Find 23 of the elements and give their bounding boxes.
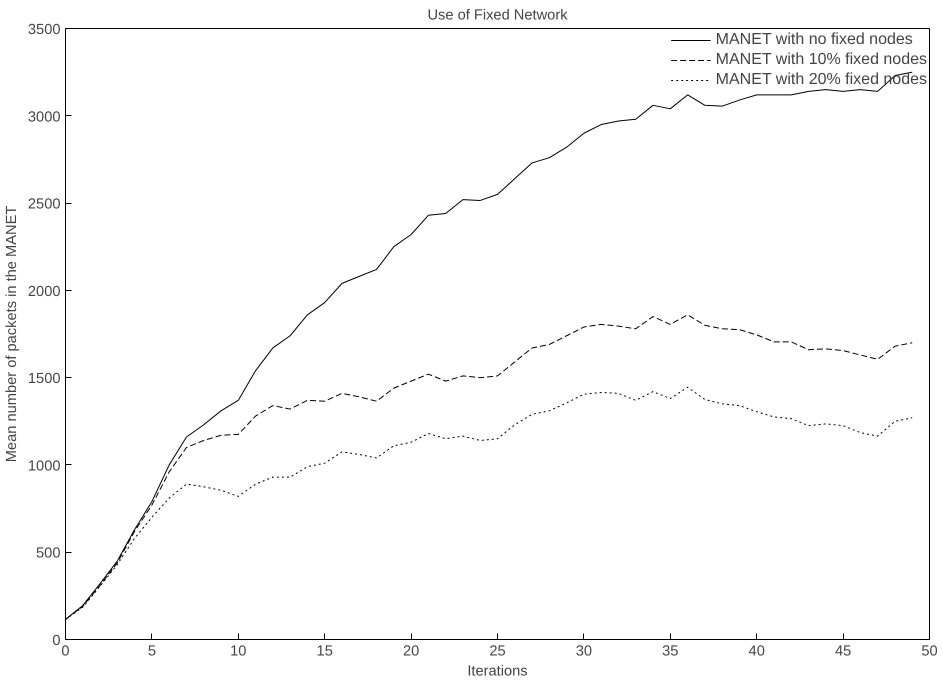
- y-tick-label: 500: [36, 546, 61, 562]
- x-tick-label: 20: [402, 644, 420, 660]
- x-tick-label: 5: [148, 644, 156, 660]
- y-tick-label: 3000: [28, 109, 61, 126]
- x-tick-label: 25: [489, 644, 506, 660]
- y-tick-label: 0: [52, 633, 61, 649]
- x-tick-label: 15: [316, 644, 333, 660]
- x-tick-label: 50: [921, 644, 938, 660]
- legend-label: MANET with 10% fixed nodes: [716, 51, 927, 69]
- legend-label: MANET with no fixed nodes: [716, 31, 913, 49]
- x-tick-label: 40: [748, 644, 765, 660]
- y-tick-label: 2500: [28, 196, 61, 213]
- x-tick-label: 10: [230, 644, 246, 660]
- y-tick-label: 1000: [28, 458, 61, 474]
- chart-title: Use of Fixed Network: [427, 8, 568, 24]
- x-tick-label: 45: [834, 644, 852, 660]
- y-tick-label: 1500: [28, 371, 61, 388]
- x-tick-label: 30: [576, 644, 592, 660]
- y-tick-label: 3500: [28, 22, 61, 38]
- y-tick-label: 2000: [28, 284, 61, 300]
- x-tick-label: 35: [662, 644, 678, 660]
- x-axis-title: Iterations: [467, 664, 528, 680]
- y-axis-title: Mean number of packets in the MANET: [4, 206, 20, 462]
